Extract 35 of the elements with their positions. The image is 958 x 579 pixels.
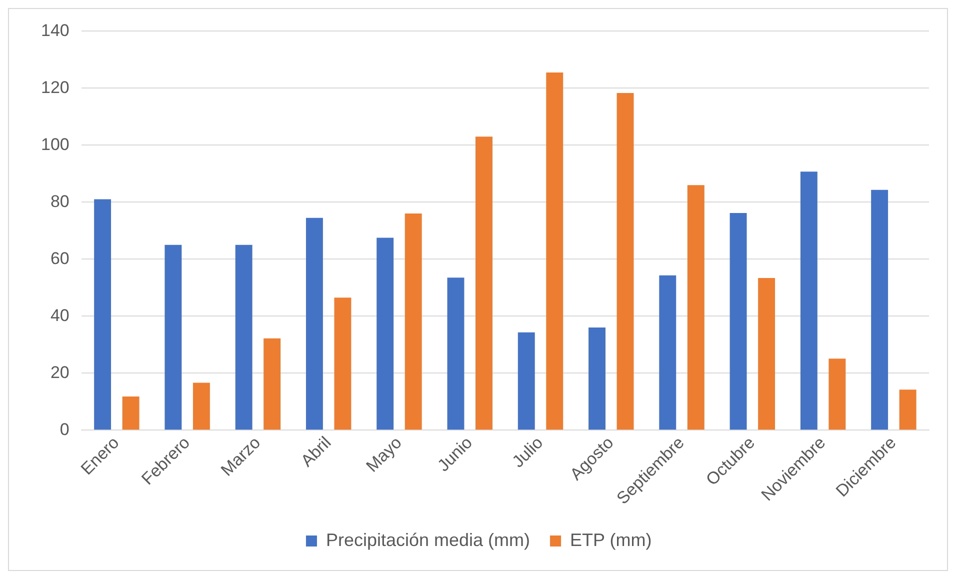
legend-label: ETP (mm) (570, 530, 652, 550)
bar (447, 278, 464, 430)
bar (828, 358, 846, 430)
y-tick-label: 140 (40, 20, 70, 40)
bar (334, 298, 352, 430)
bar (659, 275, 676, 430)
bar (306, 218, 323, 430)
y-tick-label: 20 (50, 362, 70, 382)
bar (192, 382, 210, 430)
bar (376, 238, 394, 430)
x-tick-label: Julio (508, 433, 547, 472)
y-tick-label: 100 (40, 134, 70, 154)
legend-label: Precipitación media (mm) (326, 530, 530, 550)
bar (871, 190, 888, 430)
bar (730, 212, 747, 430)
bar (235, 244, 252, 430)
bar (687, 185, 704, 430)
y-tick-label: 40 (50, 306, 70, 325)
bar (546, 72, 564, 430)
bar (476, 136, 492, 430)
bar (94, 199, 112, 430)
bar (264, 338, 281, 430)
bar (164, 244, 182, 430)
bar (800, 172, 818, 430)
bar (616, 93, 634, 430)
y-tick-label: 120 (40, 78, 70, 97)
bar (122, 396, 140, 430)
bar (404, 214, 422, 430)
y-tick-label: 80 (50, 192, 70, 211)
bar (588, 328, 606, 430)
y-tick-label: 60 (50, 248, 70, 268)
y-tick-label: 0 (60, 420, 70, 439)
bar (758, 278, 776, 430)
bar (899, 390, 916, 430)
bar (518, 332, 535, 430)
